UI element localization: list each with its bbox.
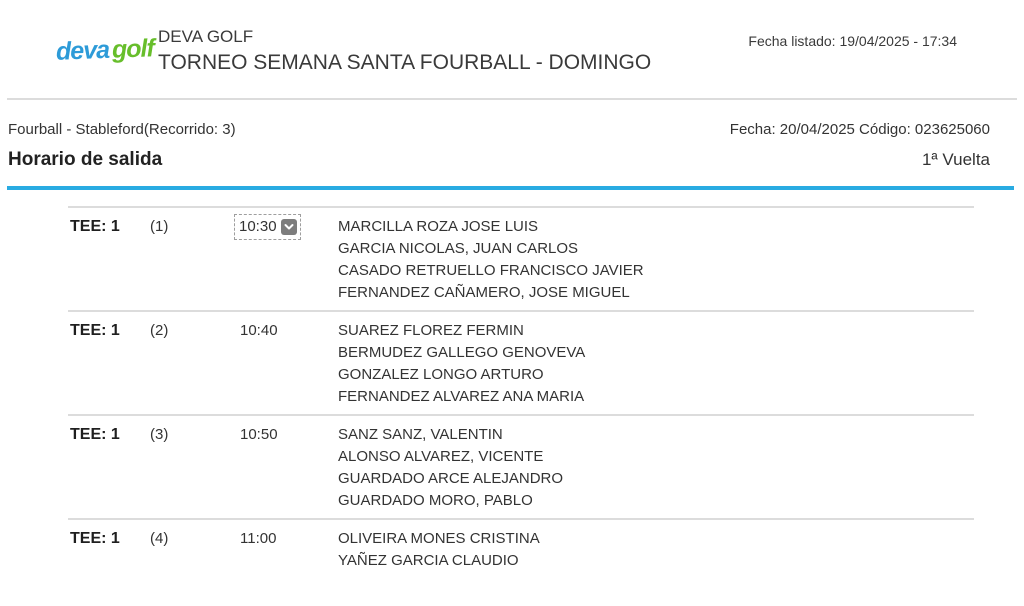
player-name: MARCILLA ROZA JOSE LUIS (338, 218, 539, 235)
listed-date: Fecha listado: 19/04/2025 - 17:34 (748, 33, 957, 49)
logo-word-deva: deva (55, 35, 110, 66)
deva-golf-logo: devagolf (56, 34, 155, 66)
group-number: (2) (150, 322, 169, 339)
tee-sheet-table: TEE: 1 (1) 10:30 10:30 MARCILLA ROZA JOS… (68, 206, 974, 578)
accent-divider (7, 186, 1014, 190)
group-number: (3) (150, 426, 169, 443)
header-titles: DEVA GOLF TORNEO SEMANA SANTA FOURBALL -… (158, 26, 651, 76)
player-name: GUARDADO ARCE ALEJANDRO (338, 470, 564, 487)
player-name: SANZ SANZ, VALENTIN (338, 426, 503, 443)
tournament-title: TORNEO SEMANA SANTA FOURBALL - DOMINGO (158, 51, 652, 74)
round-label: 1ª Vuelta (921, 150, 990, 169)
player-name: SUAREZ FLOREZ FERMIN (338, 322, 524, 339)
group-number: (4) (150, 530, 169, 547)
page-title: Horario de salida (8, 149, 163, 170)
player-name: CASADO RETRUELLO FRANCISCO JAVIER (338, 262, 644, 279)
info-row-format: Fourball - Stableford(Recorrido: 3) Fech… (8, 121, 990, 138)
tee-time-cell: 10:40 10:40 (240, 320, 338, 342)
club-name: DEVA GOLF (158, 27, 254, 46)
tee-group-row: TEE: 1 (1) 10:30 10:30 MARCILLA ROZA JOS… (68, 206, 974, 310)
format-label: Fourball - Stableford(Recorrido: 3) (8, 121, 236, 138)
player-list: MARCILLA ROZA JOSE LUIS GARCIA NICOLAS, J… (338, 216, 974, 304)
player-list: OLIVEIRA MONES CRISTINA YAÑEZ GARCIA CLAU… (338, 528, 974, 572)
player-name: BERMUDEZ GALLEGO GENOVEVA (338, 344, 586, 361)
info-row-title: Horario de salida 1ª Vuelta (8, 149, 990, 171)
player-list: SANZ SANZ, VALENTIN ALONSO ALVAREZ, VICEN… (338, 424, 974, 512)
tee-label: TEE: 1 (70, 218, 120, 235)
date-code-label: Fecha: 20/04/2025 Código: 023625060 (729, 121, 990, 138)
tee-time-value: 10:30 (239, 218, 277, 235)
tee-time: 10:50 (240, 426, 278, 443)
tee-group-row: TEE: 1 (2) 10:40 10:40 SUAREZ FLOREZ FER… (68, 310, 974, 414)
group-number: (1) (150, 218, 169, 235)
masthead: devagolf DEVA GOLF TORNEO SEMANA SANTA F… (0, 0, 1024, 98)
player-name: FERNANDEZ CAÑAMERO, JOSE MIGUEL (338, 284, 630, 301)
player-name: YAÑEZ GARCIA CLAUDIO (338, 552, 519, 569)
info-band: Fourball - Stableford(Recorrido: 3) Fech… (0, 121, 1024, 171)
tee-time-cell: 10:50 10:50 (240, 424, 338, 446)
chevron-down-icon[interactable] (280, 219, 297, 235)
player-name: GUARDADO MORO, PABLO (338, 492, 533, 509)
tee-label: TEE: 1 (70, 426, 120, 443)
logo-word-golf: golf (111, 34, 155, 64)
player-name: GONZALEZ LONGO ARTURO (338, 366, 544, 383)
tee-time-cell: 10:30 10:30 (234, 214, 338, 240)
tee-label: TEE: 1 (70, 530, 120, 547)
player-name: FERNANDEZ ALVAREZ ANA MARIA (338, 388, 585, 405)
player-name: OLIVEIRA MONES CRISTINA (338, 530, 540, 547)
tee-time-select[interactable]: 10:30 (234, 214, 301, 240)
tee-time: 11:00 (240, 530, 277, 547)
player-name: ALONSO ALVAREZ, VICENTE (338, 448, 544, 465)
player-list: SUAREZ FLOREZ FERMIN BERMUDEZ GALLEGO GEN… (338, 320, 974, 408)
tee-group-row: TEE: 1 (4) 11:00 11:00 OLIVEIRA MONES CR… (68, 518, 974, 578)
tee-time-cell: 11:00 11:00 (240, 528, 338, 550)
tee-label: TEE: 1 (70, 322, 120, 339)
header-divider (7, 98, 1017, 100)
tee-group-row: TEE: 1 (3) 10:50 10:50 SANZ SANZ, VALENT… (68, 414, 974, 518)
tee-time: 10:40 (240, 322, 278, 339)
player-name: GARCIA NICOLAS, JUAN CARLOS (338, 240, 579, 257)
